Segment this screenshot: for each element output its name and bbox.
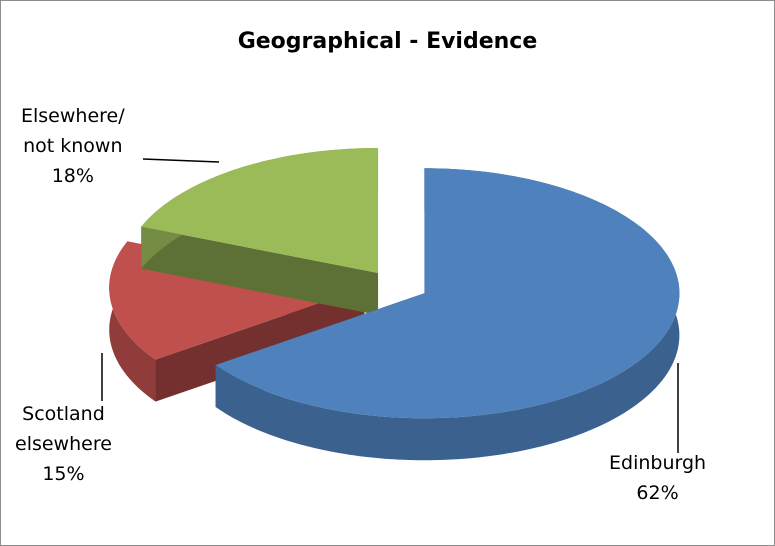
slice — [141, 148, 379, 316]
chart-title: Geographical - Evidence — [237, 29, 538, 54]
slice-label: Edinburgh 62% — [609, 448, 706, 508]
slice-label: Elsewhere/ not known 18% — [21, 101, 125, 191]
slice-top — [141, 148, 379, 274]
category-label: Scotland elsewhere — [15, 403, 112, 455]
slice-wall — [215, 168, 680, 461]
leader-line — [142, 158, 220, 163]
slice — [215, 168, 680, 461]
slice-top — [215, 168, 680, 419]
value-label: 18% — [51, 165, 94, 187]
value-label: 15% — [42, 463, 85, 485]
category-label: Edinburgh — [609, 452, 707, 474]
value-label: 62% — [636, 482, 679, 504]
category-label: Elsewhere/ not known — [21, 105, 125, 157]
slice-label: Scotland elsewhere 15% — [15, 399, 112, 489]
slice-side — [141, 226, 379, 316]
